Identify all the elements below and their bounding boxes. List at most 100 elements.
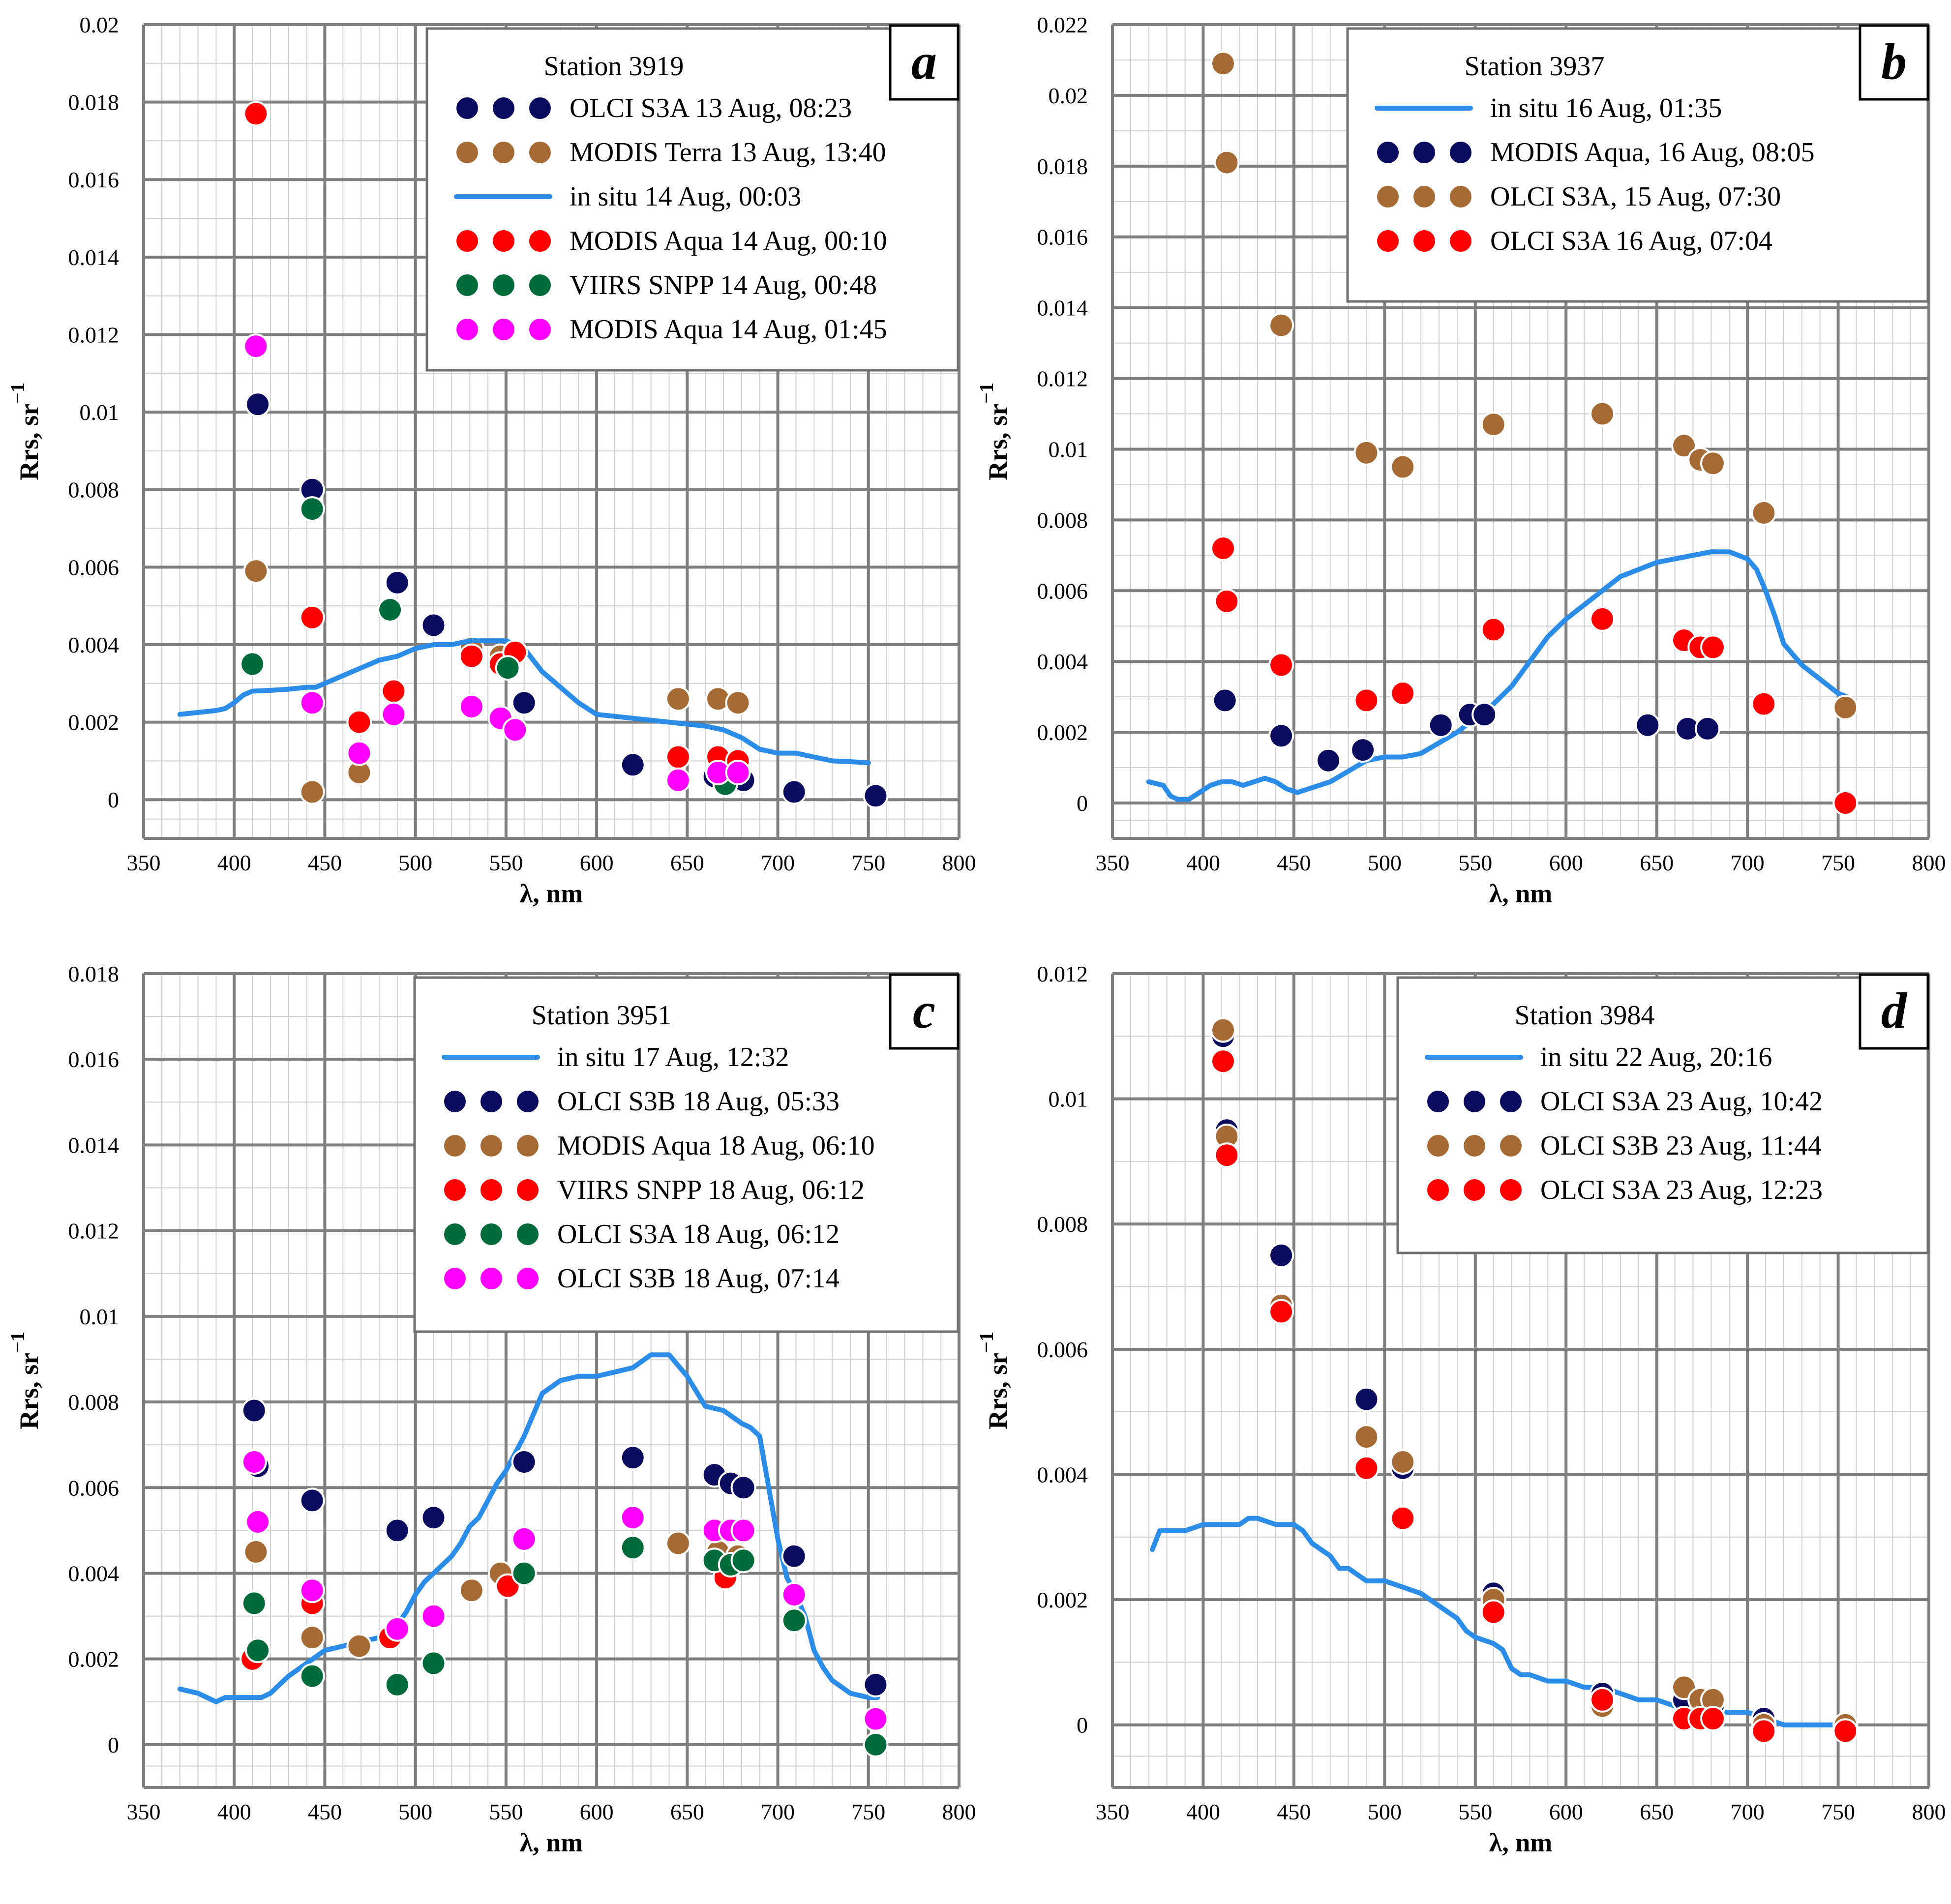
y-tick-label: 0.002 bbox=[1037, 1587, 1088, 1612]
data-point bbox=[420, 1650, 447, 1676]
x-tick-label: 750 bbox=[1821, 1799, 1855, 1824]
panel-letter: b bbox=[1881, 33, 1907, 90]
y-tick-label: 0.004 bbox=[68, 1561, 120, 1586]
legend-marker-swatch bbox=[479, 1133, 504, 1159]
data-point bbox=[1751, 500, 1777, 526]
panel-title: Station 3951 bbox=[532, 1000, 672, 1031]
data-point bbox=[243, 558, 269, 584]
minor-gridlines-x bbox=[161, 25, 942, 838]
legend-marker-swatch bbox=[479, 1177, 504, 1203]
legend-entry-label: in situ 22 Aug, 20:16 bbox=[1540, 1042, 1772, 1072]
legend-marker-swatch bbox=[527, 272, 553, 298]
x-tick-label: 550 bbox=[1458, 850, 1492, 875]
legend-marker-swatch bbox=[1425, 1133, 1451, 1159]
x-tick-label: 500 bbox=[1368, 850, 1402, 875]
data-point bbox=[730, 1475, 756, 1501]
y-tick-label: 0.016 bbox=[68, 1047, 120, 1072]
series-1 bbox=[1146, 549, 1850, 802]
data-point bbox=[241, 1590, 267, 1616]
legend-marker-swatch bbox=[1411, 184, 1437, 209]
y-tick-label: 0.018 bbox=[68, 961, 120, 986]
data-point bbox=[1671, 433, 1697, 459]
legend: Station 3951 in situ 17 Aug, 12:32 OLCI S3… bbox=[413, 976, 960, 1333]
panel-title: Station 3937 bbox=[1465, 51, 1605, 82]
data-point bbox=[245, 1509, 271, 1535]
data-point bbox=[1590, 401, 1615, 427]
y-tick-label: 0 bbox=[1077, 1713, 1088, 1738]
legend-marker-swatch bbox=[479, 1266, 504, 1291]
data-point bbox=[730, 1517, 756, 1544]
data-point bbox=[502, 717, 528, 743]
legend-entry-label: in situ 17 Aug, 12:32 bbox=[557, 1042, 789, 1072]
legend-marker-swatch bbox=[1448, 228, 1473, 254]
data-point bbox=[863, 783, 889, 809]
data-point bbox=[241, 1449, 267, 1475]
legend-marker-swatch bbox=[479, 1089, 504, 1114]
series-5 bbox=[241, 1535, 889, 1757]
legend-entry-label: VIIRS SNPP 14 Aug, 00:48 bbox=[570, 270, 877, 300]
legend-marker-swatch bbox=[515, 1266, 540, 1291]
x-tick-label: 550 bbox=[489, 850, 523, 875]
data-point bbox=[1635, 712, 1661, 738]
data-point bbox=[511, 690, 537, 716]
data-point bbox=[665, 744, 691, 770]
data-point bbox=[1751, 1718, 1777, 1744]
data-point bbox=[299, 1488, 325, 1514]
series-3 bbox=[177, 638, 871, 766]
data-point bbox=[1700, 634, 1726, 660]
y-tick-label: 0.002 bbox=[68, 1647, 120, 1672]
data-point bbox=[299, 604, 325, 630]
data-point bbox=[243, 333, 269, 359]
data-point bbox=[377, 597, 403, 623]
legend-marker-swatch bbox=[1425, 1089, 1451, 1114]
legend: Station 3937 in situ 16 Aug, 01:35 MODIS A… bbox=[1346, 27, 1929, 303]
x-tick-label: 450 bbox=[1277, 850, 1311, 875]
x-tick-label: 450 bbox=[308, 1799, 342, 1824]
series-6 bbox=[241, 1449, 889, 1732]
x-tick-label: 800 bbox=[942, 850, 976, 875]
legend-marker-swatch bbox=[491, 140, 516, 165]
x-tick-label: 400 bbox=[217, 1799, 251, 1824]
x-axis-label: λ, nm bbox=[1489, 1828, 1553, 1857]
x-tick-label: 600 bbox=[1549, 1799, 1583, 1824]
panel-d: 350 400 450 500 550 600 650 700 750 800 0 0.002 0.00… bbox=[975, 961, 1946, 1857]
x-axis-label: λ, nm bbox=[1489, 879, 1553, 908]
data-point bbox=[299, 1625, 325, 1651]
x-tick-label: 750 bbox=[1821, 850, 1855, 875]
data-point bbox=[1210, 1017, 1236, 1043]
data-point bbox=[863, 1706, 889, 1732]
panel-letter-box bbox=[889, 973, 960, 1050]
y-tick-label: 0.02 bbox=[1049, 83, 1088, 108]
y-tick-label: 0.008 bbox=[1037, 1212, 1088, 1237]
legend-entry-label: MODIS Aqua 14 Aug, 00:10 bbox=[570, 226, 887, 256]
panel-a: 350 400 450 500 550 600 650 700 750 800 0 0.002 0.00… bbox=[6, 12, 976, 908]
data-point bbox=[1268, 312, 1294, 338]
data-point bbox=[299, 779, 325, 805]
legend-entry-label: OLCI S3A 23 Aug, 12:23 bbox=[1540, 1175, 1823, 1205]
y-tick-label: 0 bbox=[1077, 791, 1088, 816]
data-point bbox=[665, 767, 691, 793]
legend-box bbox=[1396, 976, 1929, 1254]
y-tick-label: 0.012 bbox=[68, 1219, 120, 1244]
series-4 bbox=[1210, 1048, 1859, 1744]
legend-marker-swatch bbox=[479, 1221, 504, 1247]
data-point bbox=[620, 1535, 646, 1561]
legend-marker-swatch bbox=[442, 1221, 468, 1247]
legend-marker-swatch bbox=[454, 272, 480, 298]
y-tick-label: 0.012 bbox=[1037, 961, 1088, 986]
data-point bbox=[1832, 790, 1859, 816]
data-point bbox=[1480, 617, 1506, 643]
x-tick-label: 600 bbox=[1549, 850, 1583, 875]
data-point bbox=[1212, 687, 1238, 714]
legend-marker-swatch bbox=[527, 140, 553, 165]
legend-marker-swatch bbox=[527, 228, 553, 254]
x-tick-label: 500 bbox=[398, 1799, 432, 1824]
y-tick-label: 0.012 bbox=[1037, 366, 1088, 391]
legend-entry-label: MODIS Aqua, 16 Aug, 08:05 bbox=[1490, 137, 1815, 168]
y-axis-label-superscript: −1 bbox=[975, 1332, 997, 1353]
legend-marker-swatch bbox=[1411, 140, 1437, 165]
series-line bbox=[177, 1352, 880, 1704]
legend-marker-swatch bbox=[1375, 184, 1401, 209]
series-1 bbox=[245, 391, 889, 809]
y-axis-label-superscript: −1 bbox=[6, 383, 29, 404]
